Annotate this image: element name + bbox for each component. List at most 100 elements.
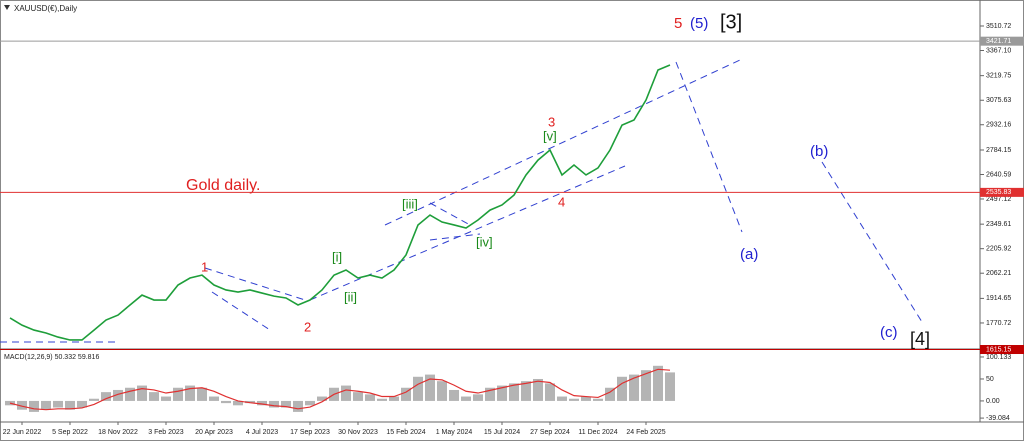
macd-bar	[185, 385, 195, 401]
price-level-box	[980, 345, 1024, 355]
x-tick-label: 4 Jul 2023	[246, 429, 278, 436]
y-tick-label: 1770.72	[986, 320, 1011, 327]
price-line	[9, 64, 671, 341]
macd-bar	[557, 396, 567, 401]
macd-bar	[665, 372, 675, 401]
macd-bar	[461, 396, 471, 401]
y-tick-label: 2205.92	[986, 246, 1011, 253]
y-tick-label: 2062.21	[986, 270, 1011, 277]
macd-bar	[305, 400, 315, 406]
macd-signal	[9, 368, 671, 411]
x-tick-label: 22 Jun 2022	[3, 429, 42, 436]
y-tick-label: 100.133	[986, 354, 1011, 361]
macd-bar	[209, 396, 219, 401]
macd-bar	[521, 381, 531, 401]
wave-lines	[0, 59, 923, 343]
price-level-box	[980, 187, 1024, 197]
wave-label: [iv]	[476, 234, 493, 249]
macd-bar	[29, 400, 39, 412]
macd-title: MACD(12,26,9) 50.332 59.816	[4, 354, 99, 361]
price-level-label: 1615.15	[986, 346, 1011, 353]
macd-bar	[473, 394, 483, 401]
macd-bar	[533, 378, 543, 401]
x-tick-label: 27 Sep 2024	[530, 429, 570, 436]
wave-label: [i]	[332, 249, 342, 264]
wave-label: 1	[201, 259, 208, 274]
y-tick-label: 3367.10	[986, 47, 1011, 54]
macd-bar	[233, 400, 243, 406]
wave-label: [ii]	[344, 289, 357, 304]
projection-a	[675, 61, 743, 233]
macd-bar	[101, 392, 111, 401]
wave-label: (5)	[690, 15, 708, 32]
x-tick-label: 18 Nov 2022	[98, 429, 138, 436]
price-level-label: 2535.83	[986, 189, 1011, 196]
macd-bar	[173, 387, 183, 401]
macd-bar	[365, 394, 375, 401]
wave-label: (a)	[740, 246, 758, 263]
macd-bar	[497, 385, 507, 401]
y-tick-label: 2784.15	[986, 147, 1011, 154]
macd-bar	[641, 370, 651, 401]
y-tick-label: 0.00	[986, 398, 1000, 405]
channel-lower	[309, 165, 626, 301]
x-tick-label: 5 Sep 2022	[52, 429, 88, 436]
menu-icon[interactable]	[4, 5, 10, 10]
wave-label: [iii]	[402, 196, 418, 211]
wave4-lower	[429, 233, 481, 241]
wave-label: [3]	[720, 11, 742, 33]
wave-label: 5	[674, 15, 682, 32]
y-tick-label: 2349.61	[986, 221, 1011, 228]
y-tick-label: 2640.59	[986, 171, 1011, 178]
y-tick-label: 2497.12	[986, 196, 1011, 203]
wave-labels: 1 2 [i] [ii] [iii] [iv] 3 [v] 4 5 (5) [3…	[186, 11, 930, 348]
macd-bar	[125, 387, 135, 401]
macd-bar	[137, 385, 147, 401]
macd-bar	[341, 385, 351, 401]
wave-label: [v]	[543, 128, 557, 143]
macd-bar	[605, 387, 615, 401]
y-tick-label: 50	[986, 376, 994, 383]
macd-bar	[437, 381, 447, 401]
macd-bar	[17, 400, 27, 410]
wave-label: 2	[304, 319, 311, 334]
macd-bar	[449, 389, 459, 401]
macd-bar	[377, 398, 387, 401]
y-tick-label: 3219.75	[986, 72, 1011, 79]
y-tick-label: 3075.63	[986, 97, 1011, 104]
y-tick-label: 1914.65	[986, 295, 1011, 302]
macd-bar	[401, 387, 411, 401]
macd-bar	[485, 387, 495, 401]
x-tick-label: 11 Dec 2024	[578, 429, 617, 436]
macd-bar	[149, 392, 159, 401]
macd-bar	[545, 383, 555, 401]
x-tick-label: 15 Feb 2024	[386, 429, 425, 436]
macd-bar	[269, 400, 279, 408]
projection-c	[821, 161, 923, 323]
macd-bar	[569, 398, 579, 401]
macd-bar	[53, 400, 63, 408]
symbol-title: XAUUSD(€),Daily	[14, 4, 77, 13]
macd-bar	[617, 376, 627, 401]
macd-bar	[65, 400, 75, 410]
y-tick-label: -39.084	[986, 415, 1010, 422]
x-tick-label: 24 Feb 2025	[626, 429, 665, 436]
x-tick-label: 17 Sep 2023	[290, 429, 330, 436]
macd-bar	[317, 396, 327, 401]
price-level-label: 3421.71	[986, 38, 1011, 45]
macd-bar	[77, 400, 87, 408]
chart-note: Gold daily.	[186, 177, 260, 194]
channel-upper	[384, 59, 741, 226]
x-tick-label: 20 Apr 2023	[195, 429, 233, 436]
y-tick-label: 3510.72	[986, 23, 1011, 30]
macd-bar	[197, 387, 207, 401]
macd-bar	[245, 400, 255, 404]
macd-bar	[41, 400, 51, 410]
macd-bar	[113, 389, 123, 401]
macd-bar	[425, 374, 435, 401]
y-tick-label: 2932.16	[986, 122, 1011, 129]
wave-label: (b)	[810, 143, 828, 160]
wave2-upper	[204, 267, 306, 301]
